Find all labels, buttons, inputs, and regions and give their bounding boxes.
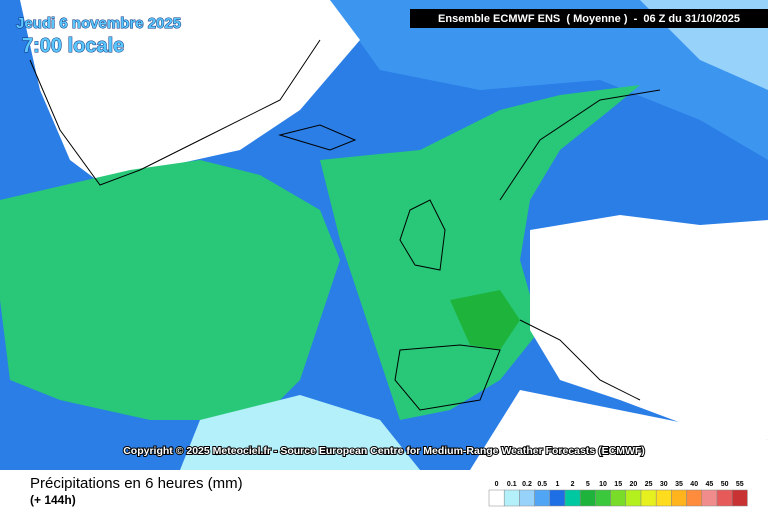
legend-swatch — [595, 489, 611, 507]
legend-label: 55 — [736, 481, 744, 488]
legend-label: 0.1 — [507, 481, 517, 488]
legend-swatch — [488, 489, 505, 507]
legend-swatch — [655, 489, 672, 507]
forecast-date: Jeudi 6 novembre 2025 — [16, 15, 181, 32]
legend-label: 10 — [599, 481, 607, 488]
heavier-precip — [450, 290, 520, 350]
coastlines — [29, 39, 661, 411]
legend-label: 1 — [555, 481, 559, 488]
legend-swatch — [701, 489, 718, 507]
legend-label: 30 — [660, 481, 668, 488]
legend-swatch — [579, 489, 596, 507]
legend-swatch — [625, 489, 642, 507]
map — [0, 0, 768, 470]
map-title: Précipitations en 6 heures (mm) — [30, 475, 243, 492]
legend-swatch — [686, 489, 703, 507]
legend-swatch — [519, 489, 535, 507]
color-legend: 0 0.1 0.2 0.5 1 2 5 10 15 20 25 30 35 40 45 50 55 — [488, 481, 748, 507]
legend-label: 35 — [675, 481, 683, 488]
light-precip-area — [180, 395, 420, 470]
copyright: Copyright © 2025 Meteociel.fr - Source E… — [123, 445, 645, 457]
legend-label: 40 — [690, 481, 698, 488]
legend-swatch — [549, 489, 566, 507]
legend-label: 0.2 — [522, 481, 532, 488]
legend-label: 0.5 — [537, 481, 547, 488]
lead-time: (+ 144h) — [30, 493, 76, 507]
legend-label: 25 — [645, 481, 653, 488]
forecast-time: 7:00 locale — [22, 35, 124, 57]
precip-area-atlantic — [0, 160, 340, 420]
legend-swatch — [731, 489, 748, 507]
run-info-box — [410, 9, 768, 28]
legend-swatch — [503, 489, 520, 507]
dry-area-east — [530, 215, 768, 440]
legend-label: 20 — [630, 481, 638, 488]
legend-swatch — [671, 489, 687, 507]
legend-swatch — [534, 489, 551, 507]
greenland — [20, 0, 360, 190]
legend-label: 15 — [614, 481, 622, 488]
legend-label: 50 — [721, 481, 729, 488]
legend-swatch — [610, 489, 627, 507]
legend-label: 0 — [495, 481, 499, 488]
legend-label: 2 — [571, 481, 575, 488]
legend-swatch — [640, 489, 657, 507]
legend-label: 45 — [706, 481, 714, 488]
legend-swatch — [716, 489, 733, 507]
legend-swatch — [564, 489, 581, 507]
light-precip-area — [330, 0, 768, 160]
run-info: Ensemble ECMWF ENS ( Moyenne ) - 06 Z du… — [438, 13, 740, 25]
precip-area-europe — [320, 85, 640, 420]
legend-label: 5 — [586, 481, 590, 488]
dry-area-south — [470, 390, 768, 470]
